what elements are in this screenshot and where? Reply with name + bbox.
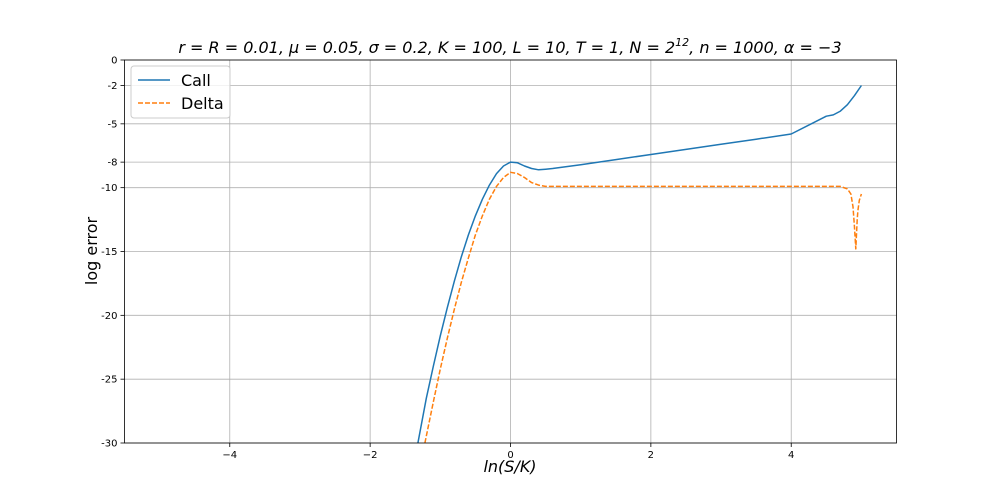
- series-line-delta: [424, 171, 863, 444]
- y-tick-label: -8: [108, 158, 118, 169]
- y-tick-label: -30: [101, 439, 117, 450]
- x-tick-label: 2: [648, 450, 654, 461]
- y-tick-label: -15: [101, 247, 117, 258]
- legend-box: [130, 65, 231, 119]
- y-axis-label: log error: [82, 216, 101, 285]
- x-tick-label: −2: [363, 450, 378, 461]
- chart-title: r = R = 0.01, μ = 0.05, σ = 0.2, K = 100…: [178, 36, 841, 57]
- legend-label-call: Call: [181, 71, 211, 90]
- legend: Call Delta: [130, 65, 231, 119]
- series-layer: [417, 85, 863, 444]
- x-tick-label: 4: [788, 450, 794, 461]
- x-tick-label: −4: [222, 450, 237, 461]
- x-axis-label: ln(S/K): [483, 457, 536, 476]
- y-tick-label: -25: [101, 375, 117, 386]
- legend-label-delta: Delta: [181, 94, 224, 113]
- y-tick-label: -5: [108, 119, 118, 130]
- chart-title-tail: , n = 1000, α = −3: [689, 38, 842, 57]
- y-tick-label: -10: [101, 183, 117, 194]
- chart-title-exponent: 12: [675, 36, 689, 49]
- x-axis: −4 −2 0 2 4: [222, 443, 794, 461]
- y-axis: 0 -2 -5 -8 -10 -15 -20 -25 -30: [101, 56, 125, 450]
- y-tick-label: -20: [101, 311, 117, 322]
- y-tick-label: -2: [108, 81, 118, 92]
- grid: [124, 59, 897, 444]
- y-tick-label: 0: [111, 56, 117, 67]
- chart-title-main: r = R = 0.01, μ = 0.05, σ = 0.2, K = 100…: [178, 38, 675, 57]
- series-line-call: [417, 85, 863, 444]
- x-tick-label: 0: [507, 450, 513, 461]
